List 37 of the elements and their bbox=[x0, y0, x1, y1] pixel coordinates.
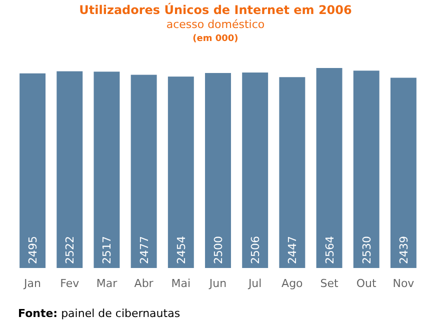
chart-subtitle: acesso doméstico bbox=[166, 18, 265, 31]
data-label: 2439 bbox=[397, 236, 410, 264]
bar bbox=[316, 68, 342, 268]
data-label: 2530 bbox=[360, 236, 374, 264]
bar bbox=[94, 72, 120, 268]
x-tick-label: Jun bbox=[208, 277, 227, 290]
bar bbox=[130, 74, 157, 268]
bar bbox=[205, 72, 231, 268]
x-tick-label: Mar bbox=[96, 277, 118, 290]
source-note: Fonte: painel de cibernautas bbox=[18, 307, 180, 320]
data-label: 2517 bbox=[100, 236, 114, 264]
bar bbox=[353, 70, 380, 268]
chart-title: Utilizadores Únicos de Internet em 2006 bbox=[79, 2, 352, 17]
x-tick-label: Nov bbox=[392, 277, 415, 290]
data-label: 2495 bbox=[26, 236, 40, 264]
bar bbox=[56, 71, 83, 268]
data-label: 2454 bbox=[174, 236, 188, 264]
bar bbox=[20, 73, 46, 268]
bar bbox=[168, 76, 194, 268]
x-tick-label: Set bbox=[320, 277, 339, 290]
x-tick-label: Jul bbox=[247, 277, 262, 290]
x-tick-label: Out bbox=[356, 277, 378, 290]
data-label: 2477 bbox=[138, 236, 151, 264]
bar bbox=[279, 77, 306, 268]
data-label: 2447 bbox=[286, 236, 300, 264]
text: (em 000) bbox=[192, 34, 238, 44]
x-tick-label: Jan bbox=[23, 277, 42, 290]
bar bbox=[390, 78, 416, 268]
x-tick-label: Mai bbox=[171, 277, 191, 290]
data-label: 2500 bbox=[212, 236, 225, 264]
data-label: 2564 bbox=[323, 236, 336, 264]
data-label: 2506 bbox=[249, 236, 262, 264]
x-tick-label: Abr bbox=[134, 277, 154, 290]
x-tick-label: Fev bbox=[60, 277, 80, 290]
data-label: 2522 bbox=[64, 236, 77, 264]
bar bbox=[242, 72, 268, 268]
x-tick-label: Ago bbox=[282, 277, 304, 290]
